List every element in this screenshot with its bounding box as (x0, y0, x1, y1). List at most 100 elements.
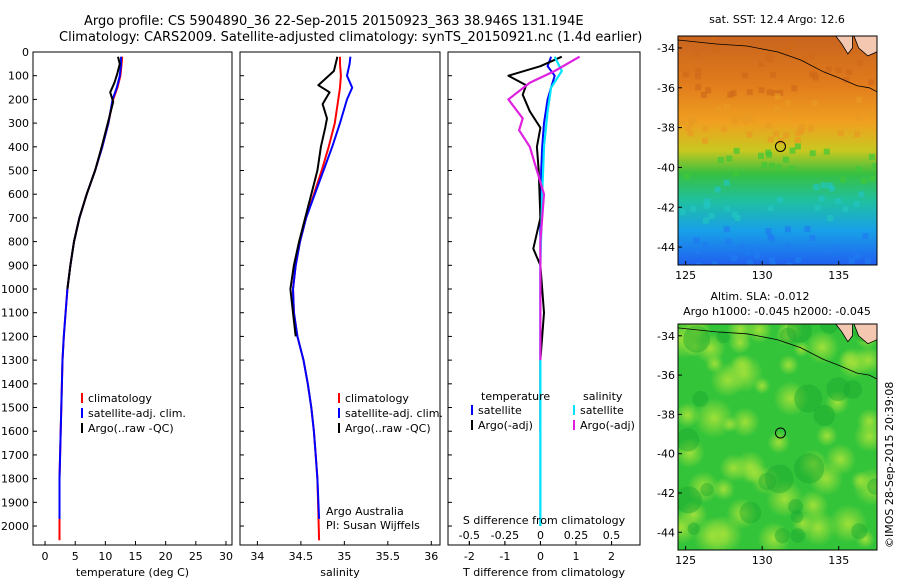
sst-pixel (714, 186, 721, 193)
sst-pixel (688, 120, 695, 127)
sla-blob (678, 428, 700, 452)
sst-pixel (791, 85, 798, 92)
sst-pixel (747, 116, 754, 123)
sst-pixel (809, 150, 816, 157)
sst-pixel (720, 126, 727, 133)
legend-label: climatology (345, 392, 409, 405)
y-tick-label: 1000 (1, 283, 29, 296)
y-tick-label: 500 (8, 165, 29, 178)
sla-blob (794, 384, 823, 413)
sla-blob (826, 377, 851, 402)
credit-text: ©IMOS 28-Sep-2015 20:39:08 (883, 382, 896, 548)
sst-pixel (799, 123, 806, 130)
sla-blob (778, 354, 799, 376)
sst-pixel (845, 69, 852, 76)
sla-blob (851, 523, 868, 540)
y-tick-label: -34 (657, 330, 675, 343)
sst-pixel (725, 238, 732, 245)
y-tick-label: -44 (657, 241, 675, 254)
sla-blob (764, 464, 794, 494)
temperature-panel: 0 5 10 15 20 25 300100200300400500600700800900… (1, 46, 233, 579)
sst-pixel (813, 184, 820, 191)
secondary-tick-label: -0.25 (491, 529, 519, 542)
y-tick-label: 2000 (1, 520, 29, 533)
sst-pixel (727, 91, 734, 98)
sst-pixel (708, 212, 715, 219)
sst-pixel (783, 132, 790, 139)
sst-pixel (858, 191, 865, 198)
sst-pixel (694, 40, 701, 47)
sst-pixel (825, 66, 832, 73)
series-line (66, 56, 121, 290)
legend-label: Argo(-adj) (478, 419, 533, 432)
sst-pixel (685, 125, 692, 132)
sst-pixel (758, 60, 765, 67)
secondary-tick-label: 0.5 (603, 529, 621, 542)
y-tick-label: -44 (657, 526, 675, 539)
sla-blob (719, 454, 748, 482)
sla-blob (779, 327, 797, 345)
x-tick-label: 15 (129, 550, 143, 563)
sla-blob (687, 522, 700, 535)
sla-blob (853, 467, 877, 506)
legend-label: satellite-adj. clim. (345, 407, 443, 420)
y-tick-label: 1500 (1, 402, 29, 415)
sst-pixel (809, 71, 816, 78)
map-title: Altim. SLA: -0.012 (710, 290, 809, 303)
axes-frame (447, 51, 641, 546)
y-tick-label: 0 (22, 46, 29, 59)
sst-pixel (702, 217, 709, 224)
y-tick-label: -42 (657, 201, 675, 214)
sla-blob (703, 515, 743, 550)
sst-pixel (723, 103, 730, 110)
sst-pixel (710, 36, 717, 43)
y-tick-label: 400 (8, 141, 29, 154)
sst-pixel (702, 137, 709, 144)
sla-blob (774, 528, 790, 544)
x-tick-label: 135 (828, 554, 849, 567)
sst-pixel (723, 226, 730, 233)
sst-pixel (702, 125, 709, 132)
sst-pixel (693, 248, 700, 255)
y-tick-label: -40 (657, 448, 675, 461)
sst-pixel (695, 68, 702, 75)
sla-blob (766, 480, 804, 518)
x-axis-label: temperature (deg C) (76, 566, 189, 579)
sla-blob (739, 501, 762, 524)
x-tick-label: 20 (159, 550, 173, 563)
sst-pixel (742, 117, 749, 124)
sst-pixel (730, 90, 737, 97)
sst-pixel (826, 182, 833, 189)
sst-map-panel: 125 130 135 -34 -36 -38 -40 -42 -44 sat. SST: 12.… (657, 13, 878, 282)
sst-pixel (767, 205, 774, 212)
x-axis-label: salinity (320, 566, 360, 579)
sst-pixel (773, 130, 780, 137)
land-mass (853, 324, 877, 345)
sst-pixel (807, 125, 814, 132)
y-tick-label: 1800 (1, 473, 29, 486)
sst-pixel (688, 116, 695, 123)
sla-map-panel: 125 130 135 -34 -36 -38 -40 -42 -44 Altim. SLA: -… (657, 290, 878, 567)
sla-blob (705, 354, 724, 373)
axes-frame (32, 51, 233, 546)
sla-blob (694, 398, 735, 439)
legend-label: satellite (478, 404, 522, 417)
sst-pixel (854, 114, 861, 121)
sla-blob (793, 453, 825, 484)
y-tick-label: 100 (8, 70, 29, 83)
sst-pixel (761, 162, 768, 169)
annotation-text: Argo Australia (326, 505, 404, 518)
sst-pixel (804, 225, 811, 232)
sst-pixel (848, 257, 855, 264)
sst-pixel (753, 247, 760, 254)
sst-pixel (723, 179, 730, 186)
sst-pixel (695, 84, 702, 91)
land-mass (835, 324, 853, 343)
y-tick-label: -36 (657, 369, 675, 382)
sla-blob (700, 483, 714, 497)
sst-pixel (784, 99, 791, 106)
annotation-text: PI: Susan Wijffels (326, 519, 420, 532)
secondary-axis-label: S difference from climatology (463, 514, 626, 527)
sla-blob (678, 486, 702, 514)
sst-pixel (732, 116, 739, 123)
